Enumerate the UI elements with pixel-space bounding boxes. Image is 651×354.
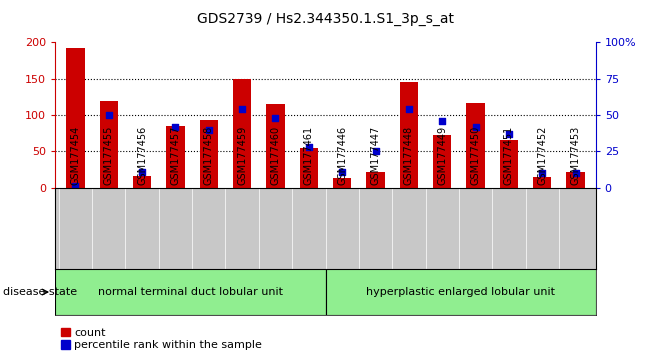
- Point: [204, 127, 214, 132]
- Text: GDS2739 / Hs2.344350.1.S1_3p_s_at: GDS2739 / Hs2.344350.1.S1_3p_s_at: [197, 12, 454, 27]
- Point: [303, 144, 314, 150]
- Bar: [166, 126, 185, 188]
- Text: hyperplastic enlarged lobular unit: hyperplastic enlarged lobular unit: [366, 287, 555, 297]
- Bar: [500, 141, 518, 188]
- Point: [170, 124, 180, 130]
- Bar: [200, 120, 218, 188]
- Bar: [233, 79, 251, 188]
- Text: normal terminal duct lobular unit: normal terminal duct lobular unit: [98, 287, 283, 297]
- Point: [404, 107, 414, 112]
- Point: [237, 107, 247, 112]
- Bar: [333, 178, 352, 188]
- Bar: [400, 82, 418, 188]
- Bar: [533, 177, 551, 188]
- Legend: count, percentile rank within the sample: count, percentile rank within the sample: [61, 328, 262, 350]
- Point: [370, 149, 381, 154]
- Point: [70, 183, 81, 189]
- Point: [471, 124, 481, 130]
- Point: [104, 112, 114, 118]
- Bar: [466, 103, 485, 188]
- Bar: [433, 135, 451, 188]
- Bar: [566, 172, 585, 188]
- Point: [337, 169, 348, 175]
- Point: [504, 131, 514, 137]
- Point: [437, 118, 447, 124]
- Bar: [367, 172, 385, 188]
- Bar: [133, 176, 151, 188]
- Point: [570, 170, 581, 176]
- Point: [137, 169, 147, 175]
- Bar: [66, 47, 85, 188]
- Bar: [326, 269, 596, 315]
- Bar: [55, 269, 325, 315]
- Bar: [266, 104, 284, 188]
- Point: [537, 170, 547, 176]
- Bar: [100, 101, 118, 188]
- Bar: [299, 148, 318, 188]
- Point: [270, 115, 281, 121]
- Text: disease state: disease state: [3, 287, 77, 297]
